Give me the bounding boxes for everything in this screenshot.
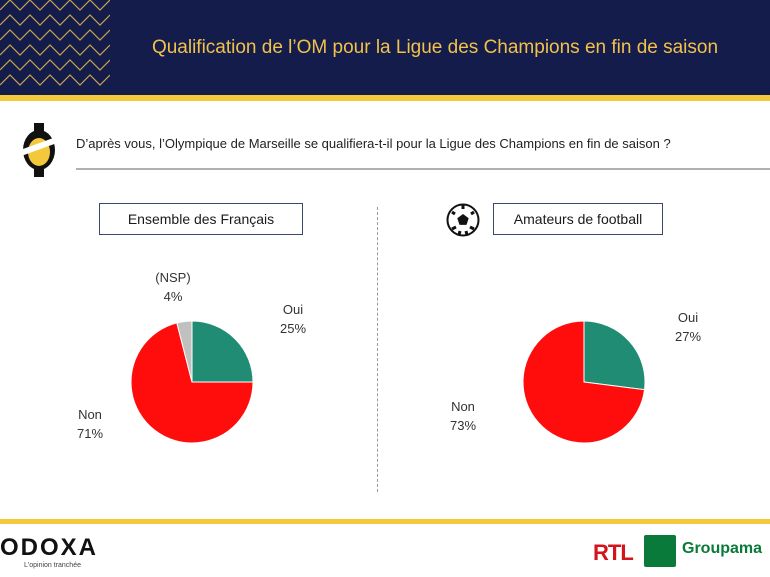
rtl-logo: RTL — [593, 540, 634, 565]
pie-slice-nsp — [176, 320, 193, 383]
pie-label-value: 27% — [675, 329, 701, 344]
chevron-pattern-icon — [0, 0, 110, 86]
football-icon — [446, 203, 480, 237]
coin-icon — [20, 123, 60, 177]
pie-slice-non — [522, 320, 646, 444]
header-accent-bar — [0, 95, 770, 101]
panel-divider — [377, 207, 378, 492]
pie-label-category: Non — [78, 407, 102, 422]
question-divider — [76, 168, 770, 170]
pie-slice-non — [130, 322, 254, 444]
page-title: Qualification de l’OM pour la Ligue des … — [151, 36, 719, 58]
pie-label-category: Oui — [678, 310, 698, 325]
header-banner: Qualification de l’OM pour la Ligue des … — [0, 0, 770, 95]
question-text: D’après vous, l’Olympique de Marseille s… — [76, 136, 671, 151]
pie-label-category: Oui — [283, 302, 303, 317]
footer-accent-bar — [0, 519, 770, 524]
odoxa-tagline: L'opinion tranchée — [24, 562, 81, 569]
pie-label-category: (NSP) — [155, 270, 190, 285]
odoxa-wordmark: ODOXA — [0, 534, 99, 561]
pie-label-value: 25% — [280, 321, 306, 336]
odoxa-logo: ODOXA L'opinion tranchée — [0, 534, 99, 569]
groupama-logo: Groupama — [682, 540, 763, 557]
pie-label-category: Non — [451, 399, 475, 414]
group-label-football: Amateurs de football — [493, 203, 663, 235]
pie-slice-oui — [191, 320, 254, 383]
groupama-icon — [644, 535, 676, 567]
pie-slice-oui — [583, 320, 646, 391]
pie-label-value: 4% — [164, 289, 183, 304]
pie-label-value: 71% — [77, 426, 103, 441]
pie-label-value: 73% — [450, 418, 476, 433]
group-label-all: Ensemble des Français — [99, 203, 303, 235]
